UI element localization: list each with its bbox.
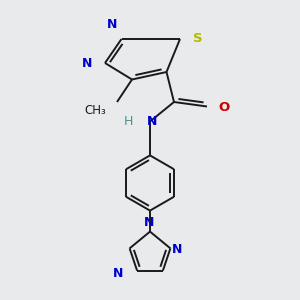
Text: N: N [82, 57, 92, 70]
Text: N: N [172, 243, 183, 256]
Text: N: N [144, 217, 154, 230]
Text: S: S [194, 32, 203, 45]
Text: O: O [218, 100, 230, 114]
Text: CH₃: CH₃ [85, 104, 106, 117]
Text: N: N [112, 267, 123, 280]
Text: N: N [107, 18, 118, 31]
Text: H: H [124, 115, 134, 128]
Text: N: N [147, 115, 158, 128]
